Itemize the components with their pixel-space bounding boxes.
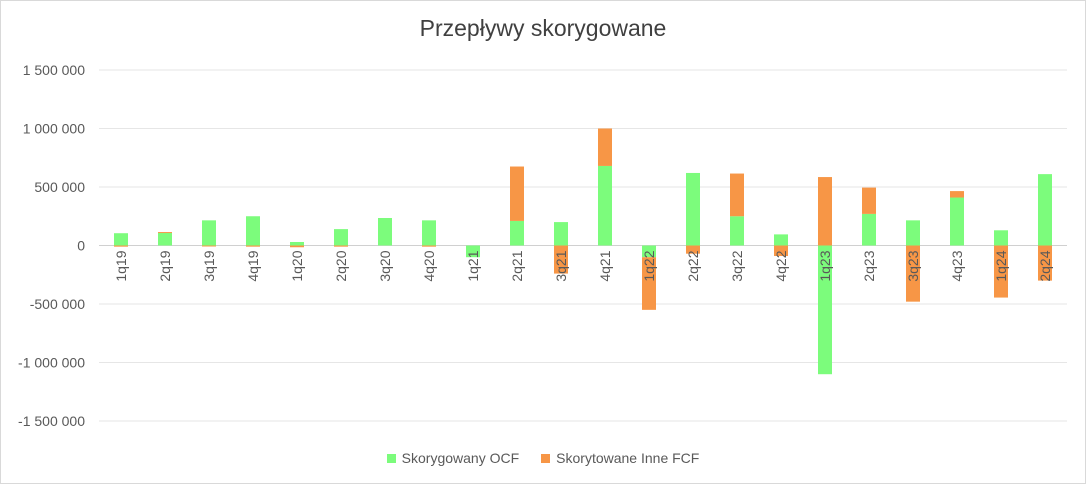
bar-ocf xyxy=(906,220,920,246)
bar-ocf xyxy=(466,245,480,258)
legend-label-fcf: Skorytowane Inne FCF xyxy=(556,450,700,466)
x-tick-label: 2q22 xyxy=(685,250,701,281)
bar-ocf xyxy=(334,229,348,246)
bar-inne-fcf xyxy=(906,245,920,302)
x-tick-label: 3q22 xyxy=(729,250,745,281)
x-tick-label: 1q19 xyxy=(113,250,129,281)
bar-inne-fcf xyxy=(642,257,656,310)
x-tick-label: 3q19 xyxy=(201,250,217,281)
bar-inne-fcf xyxy=(950,191,964,198)
x-tick-label: 3q20 xyxy=(377,250,393,281)
y-tick-label: 500 000 xyxy=(34,179,85,195)
legend-label-ocf: Skorygowany OCF xyxy=(401,450,520,466)
bar-ocf xyxy=(642,245,656,258)
legend-item-fcf: Skorytowane Inne FCF xyxy=(541,450,699,466)
bar-ocf xyxy=(158,232,172,246)
y-tick-label: -1 500 000 xyxy=(18,413,85,429)
x-tick-label: 1q21 xyxy=(465,250,481,281)
bar-ocf xyxy=(422,220,436,246)
bar-inne-fcf xyxy=(862,187,876,214)
bar-ocf xyxy=(818,245,832,375)
bar-ocf xyxy=(114,233,128,246)
bar-inne-fcf xyxy=(554,245,568,274)
bar-ocf xyxy=(378,218,392,246)
x-tick-label: 2q20 xyxy=(333,250,349,281)
bar-inne-fcf xyxy=(158,232,172,234)
x-tick-label: 1q23 xyxy=(817,250,833,281)
bar-ocf xyxy=(1038,174,1052,246)
bar-inne-fcf xyxy=(510,166,524,221)
y-tick-label: -500 000 xyxy=(30,296,85,312)
bar-inne-fcf xyxy=(598,128,612,166)
x-tick-label: 3q23 xyxy=(905,250,921,281)
legend-item-ocf: Skorygowany OCF xyxy=(386,450,520,466)
bar-ocf xyxy=(994,230,1008,246)
bar-inne-fcf xyxy=(334,245,348,247)
x-tick-label: 1q20 xyxy=(289,250,305,281)
legend-swatch-ocf xyxy=(386,453,396,463)
x-tick-label: 2q19 xyxy=(157,250,173,281)
y-tick-label: 0 xyxy=(77,238,85,254)
bar-inne-fcf xyxy=(774,245,788,257)
bar-inne-fcf xyxy=(202,245,216,247)
bar-ocf xyxy=(730,216,744,246)
x-tick-label: 2q21 xyxy=(509,250,525,281)
bar-inne-fcf xyxy=(246,245,260,247)
bar-ocf xyxy=(290,241,304,246)
bar-inne-fcf xyxy=(730,173,744,217)
legend-swatch-fcf xyxy=(541,453,551,463)
bar-inne-fcf xyxy=(114,245,128,247)
bar-inne-fcf xyxy=(1038,245,1052,281)
x-tick-label: 4q21 xyxy=(597,250,613,281)
bar-ocf xyxy=(510,220,524,246)
bar-inne-fcf xyxy=(422,245,436,247)
x-tick-label: 1q22 xyxy=(641,250,657,281)
x-tick-label: 4q20 xyxy=(421,250,437,281)
bar-inne-fcf xyxy=(994,245,1008,298)
y-tick-label: -1 000 000 xyxy=(18,355,85,371)
legend: Skorygowany OCF Skorytowane Inne FCF xyxy=(1,450,1085,466)
x-tick-label: 3q21 xyxy=(553,250,569,281)
y-tick-label: 1 500 000 xyxy=(23,62,85,78)
x-tick-label: 1q24 xyxy=(993,250,1009,281)
bar-ocf xyxy=(246,216,260,246)
bar-ocf xyxy=(774,234,788,246)
x-tick-label: 2q24 xyxy=(1037,250,1053,281)
x-tick-label: 2q23 xyxy=(861,250,877,281)
bar-ocf xyxy=(202,220,216,246)
bar-ocf xyxy=(950,197,964,246)
chart-title: Przepływy skorygowane xyxy=(419,15,667,41)
bar-inne-fcf xyxy=(818,177,832,246)
bar-inne-fcf xyxy=(290,245,304,248)
y-tick-label: 1 000 000 xyxy=(23,121,85,137)
bar-inne-fcf xyxy=(686,245,700,254)
x-tick-label: 4q23 xyxy=(949,250,965,281)
bar-ocf xyxy=(862,213,876,246)
bar-ocf xyxy=(686,172,700,246)
bar-ocf xyxy=(598,165,612,246)
bar-ocf xyxy=(554,222,568,246)
x-tick-label: 4q19 xyxy=(245,250,261,281)
x-tick-label: 4q22 xyxy=(773,250,789,281)
